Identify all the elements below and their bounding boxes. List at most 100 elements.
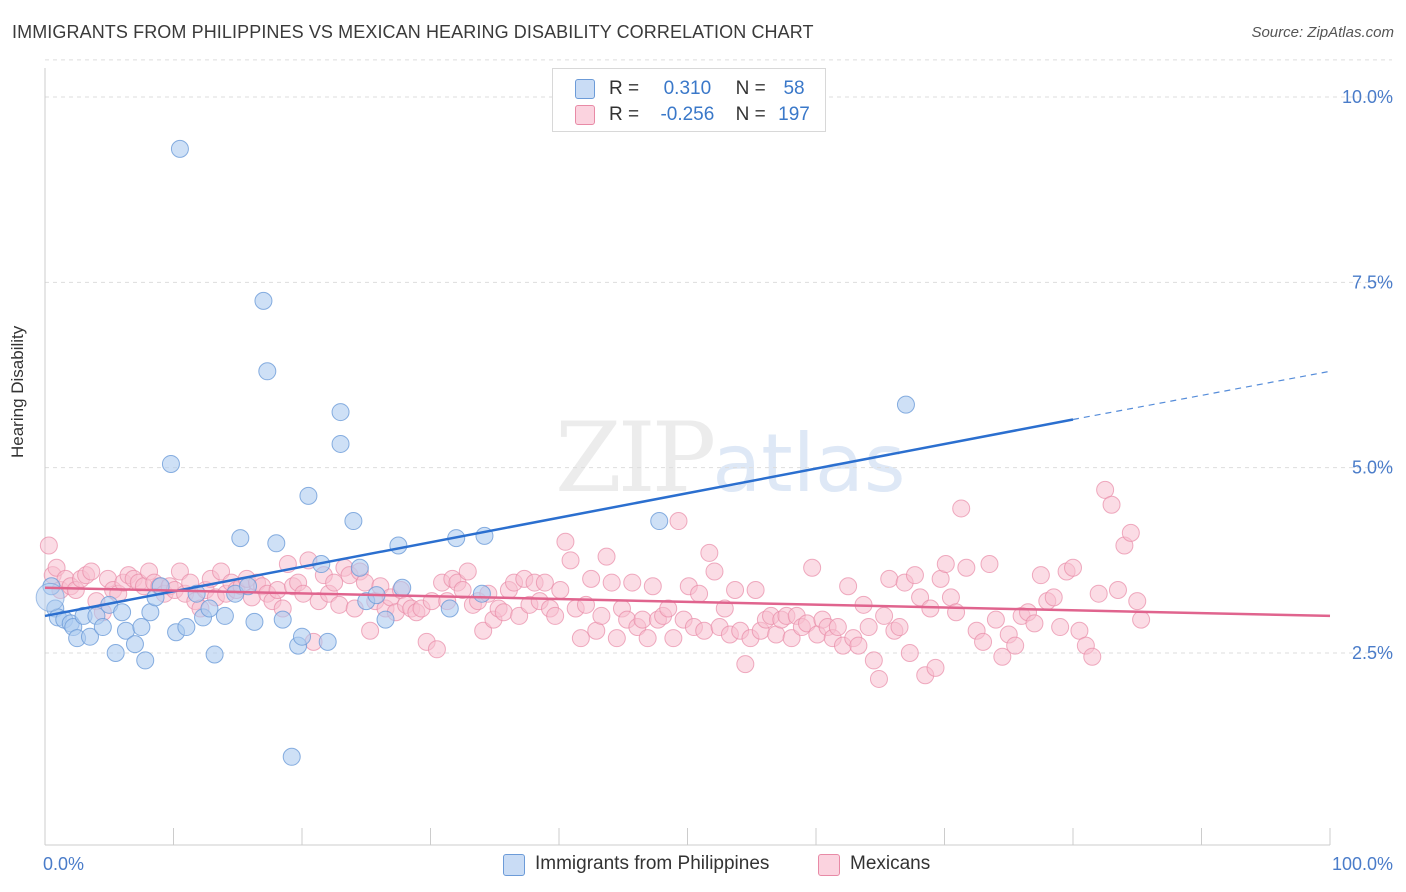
y-axis-label: Hearing Disability [8,325,27,458]
mexicans-point [427,640,446,659]
mexicans-point [1089,584,1108,603]
bottom-legend-swatch-philippines [503,854,525,876]
mexicans-point [993,647,1012,666]
mexicans-point [1128,592,1147,611]
legend-swatch-philippines [575,79,595,99]
mexicans-point [828,618,847,637]
mexicans-point [39,536,58,555]
philippines-point [293,627,311,646]
mexicans-point [458,562,477,581]
mexicans-point [546,606,565,625]
mexicans-point [974,632,993,651]
mexicans-point [535,573,554,592]
y-tick-label: 2.5% [1352,643,1393,663]
philippines-point [125,635,144,654]
mexicans-point [926,658,945,677]
legend-r-label: R = [609,78,645,99]
philippines-trend-extension [1072,370,1331,421]
mexicans-point [212,562,231,581]
philippines-point [113,603,132,622]
mexicans-point [890,618,909,637]
philippines-point [136,651,155,670]
philippines-point [472,584,491,603]
philippines-point [267,534,286,553]
philippines-points [35,139,915,766]
philippines-point [650,512,669,531]
mexicans-point [849,636,868,655]
mexicans-point [905,566,924,585]
philippines-point [440,599,459,618]
mexicans-point [952,499,971,518]
legend-r-value: -0.256 [660,104,715,125]
mexicans-point [494,603,513,622]
watermark-main: ZIP [555,402,716,514]
mexicans-point [638,629,657,648]
x-tick-label: 0.0% [43,854,84,874]
mexicans-point [980,555,999,574]
mexicans-point [1006,636,1025,655]
mexicans-point [880,569,899,588]
philippines-point [376,610,395,629]
mexicans-point [325,573,344,592]
mexicans-point [582,569,601,588]
mexicans-point [602,573,621,592]
tick-labels: 2.5% 5.0% 7.5% 10.0% 0.0% 100.0% [43,87,1393,874]
mexicans-point [361,621,380,640]
mexicans-point [859,618,878,637]
mexicans-point [597,547,616,566]
legend-r-label: R = [609,104,645,125]
philippines-point [170,139,189,158]
philippines-point [389,536,408,555]
mexicans-point [607,629,626,648]
mexicans-point [736,655,755,674]
philippines-point [393,578,412,597]
mexicans-point [690,584,709,603]
mexicans-point [659,599,678,618]
philippines-point [282,747,301,766]
mexicans-point [1025,614,1044,633]
philippines-point [254,291,273,310]
mexicans-point [556,532,575,551]
mexicans-point [669,512,688,531]
mexicans-point [1070,621,1089,640]
philippines-point [132,618,151,637]
mexicans-point [1083,647,1102,666]
mexicans-point [705,562,724,581]
philippines-point [231,529,250,548]
philippines-point [331,403,350,422]
mexicans-point [875,606,894,625]
philippines-point [299,486,318,505]
philippines-point [161,454,180,473]
mexicans-point [170,562,189,581]
legend-swatch-mexicans [575,105,595,125]
mexicans-point [330,595,349,614]
legend-r-value: 0.310 [663,78,712,99]
mexicans-point [571,629,590,648]
mexicans-trend-line [44,586,1331,618]
philippines-point [93,618,112,637]
philippines-point [215,606,234,625]
mexicans-point [1044,588,1063,607]
mexicans-point [803,558,822,577]
mexicans-point [695,621,714,640]
y-tick-label: 7.5% [1352,272,1393,292]
mexicans-point [715,599,734,618]
axes [44,68,1331,846]
legend-n-label: N = [735,104,772,125]
philippines-point [350,558,369,577]
watermark: ZIPatlas [555,402,906,514]
philippines-point [273,610,292,629]
mexicans-point [986,610,1005,629]
bottom-legend-label-philippines: Immigrants from Philippines [535,853,770,874]
mexicans-point [1108,580,1127,599]
mexicans-point [957,558,976,577]
mexicans-point [82,562,101,581]
philippines-trend-line [44,418,1074,618]
mexicans-point [947,603,966,622]
mexicans-point [592,606,611,625]
mexicans-point [1102,495,1121,514]
bottom-legend-label-mexicans: Mexicans [850,853,931,874]
mexicans-point [268,580,287,599]
legend-n-label: N = [735,78,772,99]
